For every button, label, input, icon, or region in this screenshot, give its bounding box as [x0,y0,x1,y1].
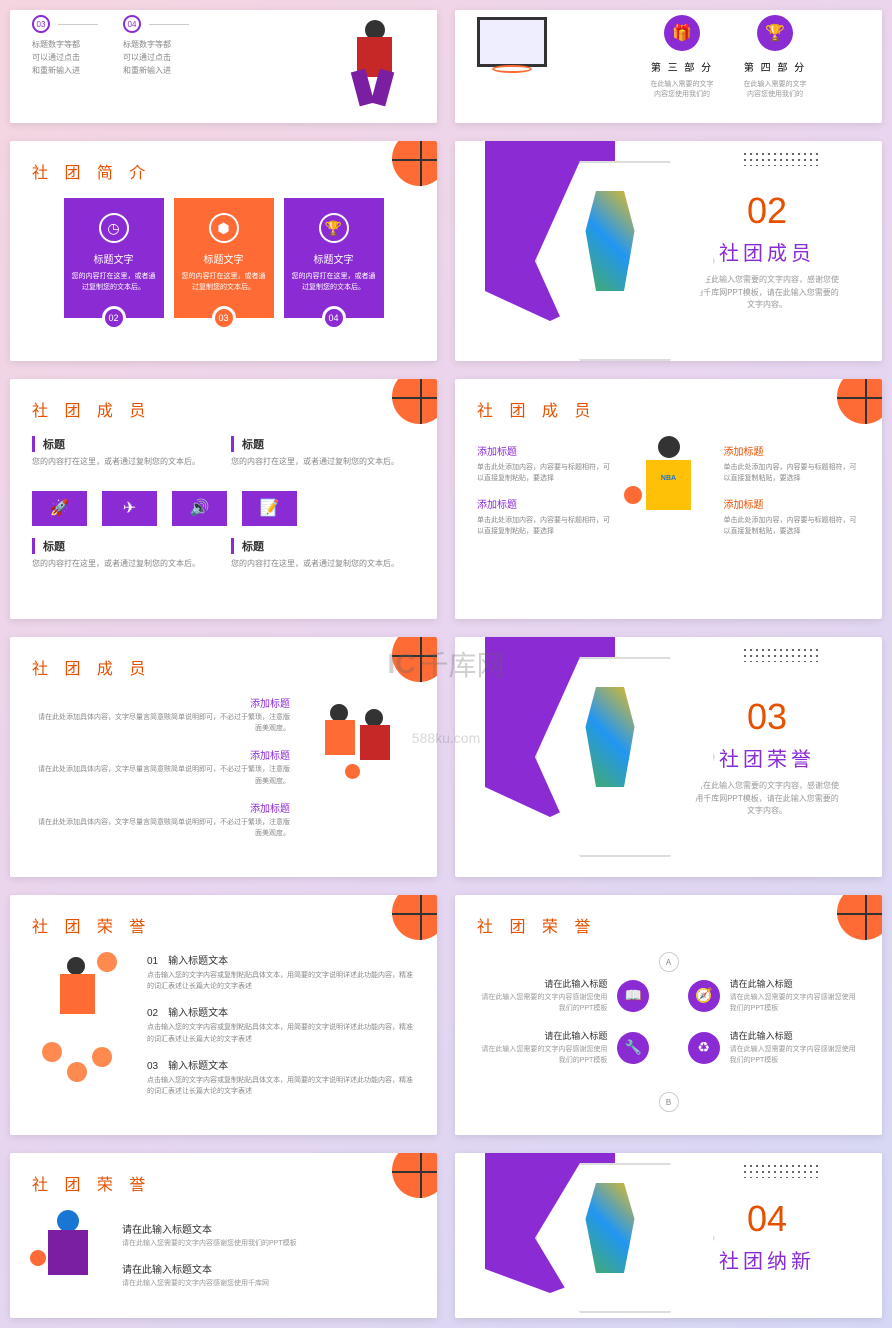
slide-12-divider: 04 社团纳新 [455,1153,882,1318]
info-card: 🏆 标题文字 您的内容打在这里，或者通过复制您的文本后。 04 [284,198,384,318]
recycle-icon: ♻ [688,1032,720,1064]
item-04: 04 标题数字等都可以通过点击和重新输入进 [123,15,189,77]
card-row: ◷ 标题文字 您的内容打在这里，或者通过复制您的文本后。 02 ⬢ 标题文字 您… [32,198,415,318]
player-blue-illustration [32,1210,102,1300]
part-3: 🎁 第 三 部 分 在此输入需要的文字 内容您使用我们的 [651,15,714,99]
dots-decoration [742,647,822,662]
section-desc: 请在此输入您需要的文字内容，感谢您使用千库网PPT模板，请在此输入您需要的文字内… [692,274,842,312]
rocket-icon: 🚀 [32,491,87,526]
slide-title: 社 团 成 员 [32,397,415,421]
slide-title: 社 团 成 员 [32,655,415,679]
book-icon: 📖 [617,980,649,1012]
info-card: ◷ 标题文字 您的内容打在这里，或者通过复制您的文本后。 02 [64,198,164,318]
trophy-icon: 🏆 [319,213,349,243]
gift-icon: 🎁 [664,15,700,51]
section-number: 03 [692,696,842,738]
item-03: 03 标题数字等都可以通过点击和重新输入进 [32,15,98,77]
note-icon: 📝 [242,491,297,526]
info-card: ⬢ 标题文字 您的内容打在这里，或者通过复制您的文本后。 03 [174,198,274,318]
part-4: 🏆 第 四 部 分 在此输入需要的文字 内容您使用我们的 [744,15,807,99]
hoop-illustration [477,17,577,97]
slide-8-divider: 03 社团荣誉 请在此输入您需要的文字内容，感谢您使用千库网PPT模板，请在此输… [455,637,882,877]
section-number: 02 [692,190,842,232]
plane-icon: ✈ [102,491,157,526]
slide-3: 社 团 简 介 ◷ 标题文字 您的内容打在这里，或者通过复制您的文本后。 02 … [10,141,437,361]
watermark-sub: 588ku.com [412,730,480,746]
two-players-illustration [305,694,415,824]
trophy-icon: 🏆 [757,15,793,51]
tools-icon: 🔧 [617,1032,649,1064]
slide-6: 社 团 成 员 添加标题单击此处添加内容，内容要与标题相符，可以直接复制粘贴，要… [455,379,882,619]
slide-title: 社 团 荣 誉 [32,1171,415,1195]
section-number: 04 [692,1198,842,1240]
cube-icon: ⬢ [209,213,239,243]
slide-title: 社 团 荣 誉 [32,913,415,937]
clock-icon: ◷ [99,213,129,243]
slide-5: 社 团 成 员 标题您的内容打在这里，或者通过复制您的文本后。 标题您的内容打在… [10,379,437,619]
nba-player-illustration: NBA [629,436,709,556]
node-b: B [659,1092,679,1112]
section-desc: 请在此输入您需要的文字内容，感谢您使用千库网PPT模板，请在此输入您需要的文字内… [692,780,842,818]
slide-title: 社 团 简 介 [32,159,415,183]
compass-icon: 🧭 [688,980,720,1012]
slide-2: 🎁 第 三 部 分 在此输入需要的文字 内容您使用我们的 🏆 第 四 部 分 在… [455,10,882,123]
slide-title: 社 团 荣 誉 [477,913,860,937]
dots-decoration [742,151,822,166]
slide-4-divider: 02 社团成员 请在此输入您需要的文字内容，感谢您使用千库网PPT模板，请在此输… [455,141,882,361]
slide-10: 社 团 荣 誉 A B 📖请在此输入标题请在此输入您需要的文字内容感谢您使用我们… [455,895,882,1135]
slide-7: 社 团 成 员 添加标题 请在此处添加具体内容，文字尽量言简意赅简单说明即可，不… [10,637,437,877]
sound-icon: 🔊 [172,491,227,526]
icon-row: 🚀 ✈ 🔊 📝 [32,491,415,526]
slide-title: 社 团 成 员 [477,397,860,421]
dots-decoration [742,1163,822,1178]
section-title: 社团纳新 [692,1245,842,1274]
player-illustration [325,15,415,105]
slide-11: 社 团 荣 誉 请在此输入标题文本 请在此输入您需要的文字内容感谢您使用我们的P… [10,1153,437,1318]
slides-grid: 03 标题数字等都可以通过点击和重新输入进 04 标题数字等都可以通过点击和重新… [10,10,882,1318]
slide-1: 03 标题数字等都可以通过点击和重新输入进 04 标题数字等都可以通过点击和重新… [10,10,437,123]
node-a: A [659,952,679,972]
player-balls-illustration [32,952,132,1102]
slide-9: 社 团 荣 誉 01 输入标题文本 点击输入您的文字内容或复制粘贴具体文本，用简… [10,895,437,1135]
